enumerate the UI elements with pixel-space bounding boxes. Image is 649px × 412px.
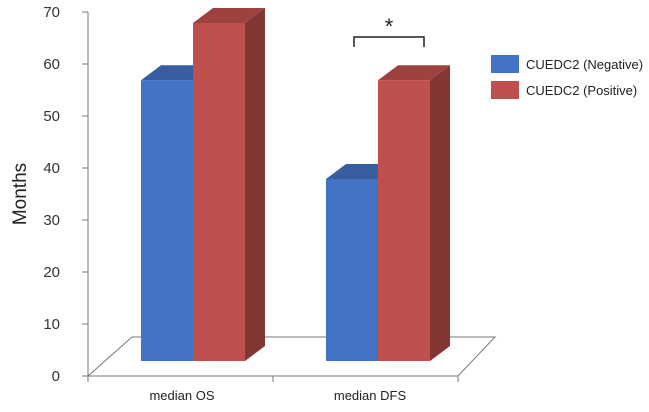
significance-bracket [353,36,425,47]
y-tick-label: 70 [43,4,60,21]
significance-annotation: * [353,14,425,47]
y-tick-label: 40 [43,160,60,177]
y-tick-label: 50 [43,108,60,125]
legend-swatch [491,81,519,99]
bar [193,8,265,361]
bar-side-face [245,8,265,361]
y-tick-label: 30 [43,212,60,229]
bar-front-face [193,23,245,361]
bar-front-face [326,179,378,361]
x-category-label: median DFS [334,388,407,403]
x-axis: median OS median DFS [87,375,459,403]
legend-item: CUEDC2 (Negative) [491,55,643,73]
y-tick-label: 10 [43,316,60,333]
bar [378,65,450,361]
legend-swatch [491,55,519,73]
legend-label: CUEDC2 (Positive) [526,83,637,98]
x-category-label: median OS [149,388,214,403]
bar-front-face [141,80,193,361]
bars [141,8,450,361]
bar-top-face [193,8,265,23]
legend: CUEDC2 (Negative) CUEDC2 (Positive) [491,55,643,99]
significance-asterisk: * [385,14,394,39]
legend-item: CUEDC2 (Positive) [491,81,637,99]
bar-side-face [430,65,450,361]
bar-front-face [378,80,430,361]
y-axis-title: Months [10,163,31,225]
legend-label: CUEDC2 (Negative) [526,57,643,72]
y-tick-label: 20 [43,264,60,281]
y-tick-label: 60 [43,56,60,73]
y-tick-label: 0 [52,368,60,385]
bar-top-face [378,65,450,81]
y-axis: 0 10 20 30 40 50 60 70 [43,4,89,385]
